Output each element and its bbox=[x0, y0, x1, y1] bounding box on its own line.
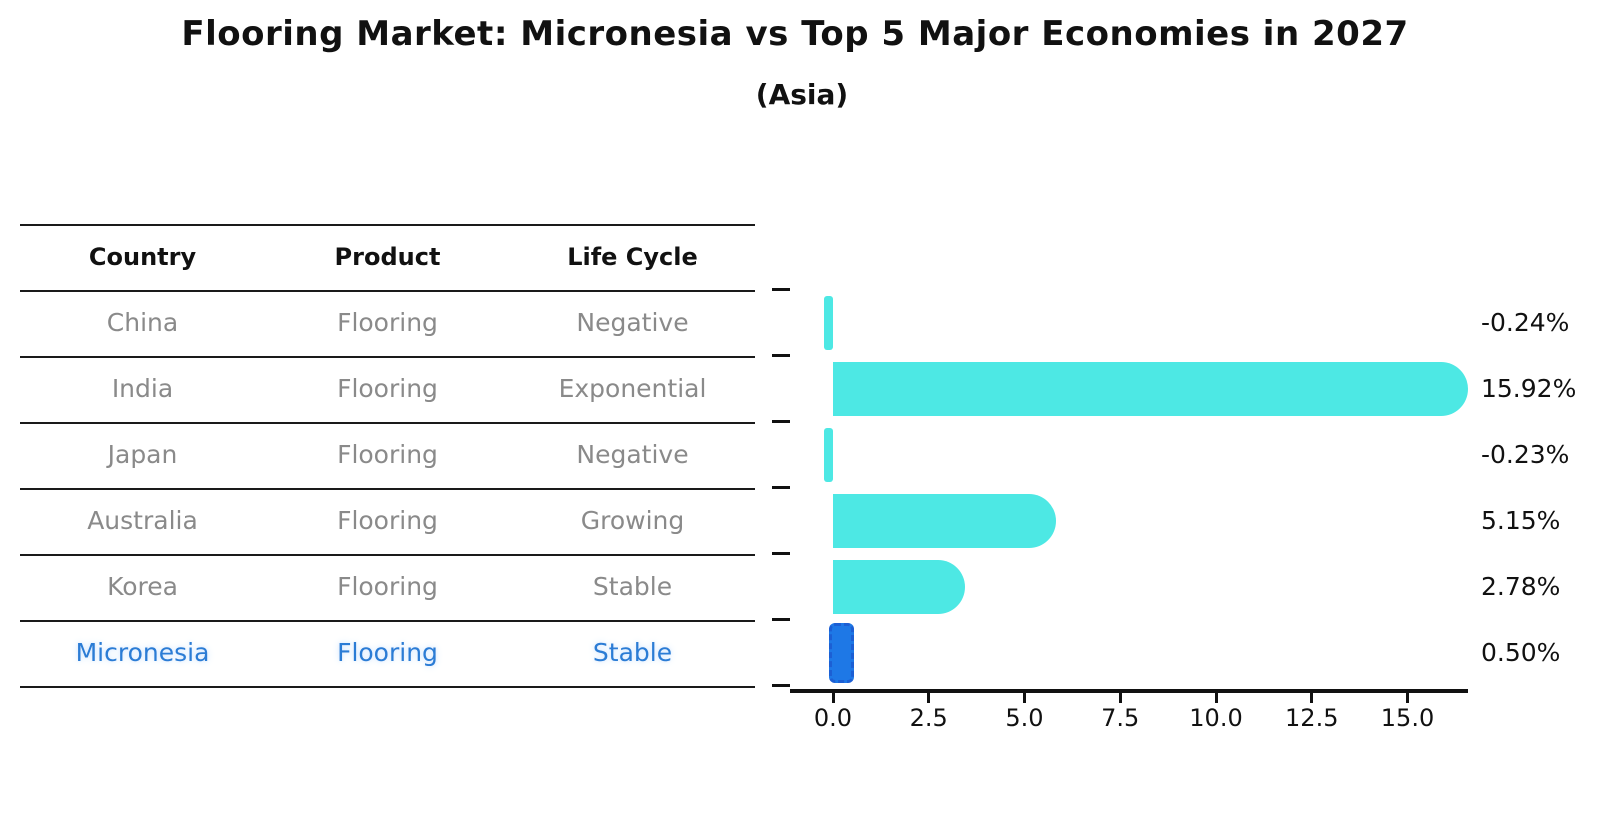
bar-value-label: 15.92% bbox=[1481, 374, 1577, 403]
table-rule-line bbox=[20, 686, 755, 688]
bar-china bbox=[823, 296, 833, 350]
bar-korea bbox=[833, 560, 966, 614]
y-axis-tick bbox=[772, 552, 790, 555]
table-cell-life_cycle: Stable bbox=[592, 572, 673, 601]
x-axis-tick-label: 5.0 bbox=[1005, 704, 1044, 732]
bar-japan bbox=[824, 428, 833, 482]
x-axis-tick-label: 2.5 bbox=[909, 704, 948, 732]
x-axis-tick bbox=[927, 692, 931, 703]
bar-value-label: -0.24% bbox=[1481, 308, 1570, 337]
table-cell-life_cycle: Stable bbox=[592, 638, 673, 667]
table-rule-line bbox=[20, 620, 755, 622]
table-cell-product: Flooring bbox=[337, 506, 438, 535]
table-rule-line bbox=[20, 356, 755, 358]
x-axis-tick-label: 10.0 bbox=[1189, 704, 1243, 732]
table-rule-line bbox=[20, 224, 755, 226]
table-cell-country: India bbox=[111, 374, 174, 403]
table-cell-life_cycle: Negative bbox=[576, 440, 689, 469]
x-axis-tick bbox=[1118, 692, 1122, 703]
y-axis-tick bbox=[772, 486, 790, 489]
x-axis-tick-label: 12.5 bbox=[1285, 704, 1339, 732]
bar-value-label: -0.23% bbox=[1481, 440, 1570, 469]
x-axis-tick bbox=[1023, 692, 1026, 703]
y-axis-tick bbox=[772, 288, 790, 291]
y-axis-tick bbox=[772, 684, 790, 687]
x-axis-tick-label: 0.0 bbox=[813, 704, 853, 732]
table-cell-life_cycle: Negative bbox=[576, 308, 689, 337]
table-cell-product: Flooring bbox=[337, 440, 438, 469]
table-header-product: Product bbox=[334, 243, 441, 271]
table-cell-country: China bbox=[106, 308, 179, 337]
table-rule-line bbox=[20, 488, 755, 490]
table-cell-life_cycle: Growing bbox=[580, 506, 685, 535]
table-cell-product: Flooring bbox=[337, 374, 438, 403]
x-axis-tick bbox=[1214, 692, 1218, 703]
bar-australia bbox=[833, 494, 1057, 548]
table-header-country: Country bbox=[88, 243, 197, 271]
bar-value-label: 2.78% bbox=[1481, 572, 1561, 601]
x-axis-tick-label: 7.5 bbox=[1101, 704, 1140, 732]
x-axis-tick-label: 15.0 bbox=[1380, 704, 1435, 732]
y-axis-tick bbox=[772, 618, 790, 621]
table-cell-product: Flooring bbox=[337, 308, 438, 337]
bar-india bbox=[833, 362, 1468, 416]
table-cell-product: Flooring bbox=[337, 572, 438, 601]
x-axis-tick bbox=[1406, 692, 1409, 703]
bar-value-label: 0.50% bbox=[1481, 638, 1561, 667]
y-axis-tick bbox=[772, 420, 790, 423]
table-rule-line bbox=[20, 422, 755, 424]
table-rule-line bbox=[20, 554, 755, 556]
table-cell-country: Korea bbox=[107, 572, 178, 601]
table-cell-life_cycle: Exponential bbox=[558, 374, 707, 403]
x-axis-line bbox=[790, 689, 1468, 693]
y-axis-tick bbox=[772, 354, 790, 357]
bar-micronesia bbox=[829, 623, 855, 683]
table-cell-product: Flooring bbox=[337, 638, 438, 667]
table-cell-country: Australia bbox=[87, 506, 198, 535]
table-cell-country: Micronesia bbox=[75, 638, 210, 667]
table-header-life-cycle: Life Cycle bbox=[567, 243, 698, 271]
x-axis-tick bbox=[1310, 692, 1314, 703]
bar-value-label: 5.15% bbox=[1481, 506, 1561, 535]
chart-subtitle: (Asia) bbox=[755, 78, 849, 111]
table-cell-country: Japan bbox=[107, 440, 178, 469]
x-axis-tick bbox=[831, 692, 835, 703]
chart-title: Flooring Market: Micronesia vs Top 5 Maj… bbox=[181, 14, 1409, 54]
table-rule-line bbox=[20, 290, 755, 292]
